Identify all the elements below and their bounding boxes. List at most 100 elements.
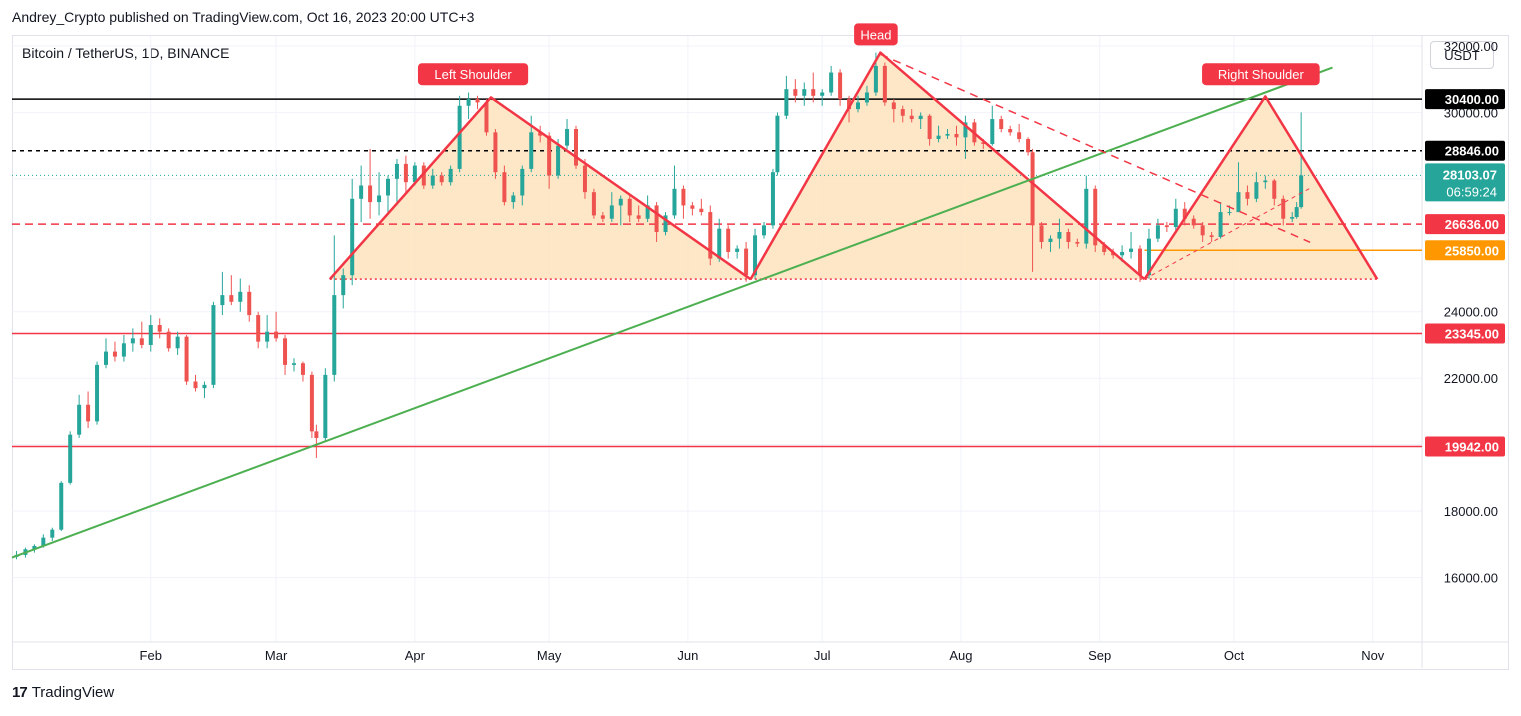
candle-body — [717, 228, 722, 259]
published-caption: Andrey_Crypto published on TradingView.c… — [12, 9, 475, 25]
time-tick-label: Jul — [814, 648, 831, 663]
price-level-tag-label: 25850.00 — [1445, 243, 1499, 258]
candle-body — [386, 178, 390, 196]
tradingview-logo-icon: 17 — [12, 684, 28, 701]
annotation-label: Left Shoulder — [434, 67, 512, 82]
candle-body — [323, 374, 328, 438]
candle-body — [1066, 232, 1071, 242]
candle-body — [954, 134, 959, 138]
candle-body — [520, 168, 525, 196]
time-axis: Feb Mar Apr May Jun Jul Aug Sep Oct Nov — [140, 648, 1385, 663]
candle-body — [350, 198, 355, 276]
candle-body — [627, 198, 632, 216]
time-tick-label: May — [537, 648, 562, 663]
candle-body — [1102, 245, 1107, 252]
candle-body — [394, 163, 399, 179]
candle-body — [663, 215, 668, 233]
tradingview-logo[interactable]: 17 TradingView — [12, 684, 114, 701]
candle-body — [582, 165, 587, 193]
price-tick-label: 24000.00 — [1444, 305, 1498, 320]
candle-body — [636, 215, 641, 219]
candle-body — [591, 192, 596, 216]
price-level-tag-label: 28846.00 — [1445, 144, 1499, 159]
price-level-tag-label: 23345.00 — [1445, 327, 1499, 342]
candle-body — [1182, 208, 1187, 219]
symbol-title: Bitcoin / TetherUS, 1D, BINANCE — [22, 45, 230, 61]
candle-body — [784, 89, 789, 116]
candle-body — [104, 351, 108, 365]
candle-body — [202, 384, 207, 389]
candle-body — [484, 102, 489, 133]
candle-body — [1209, 235, 1214, 237]
currency-button[interactable]: USDT — [1430, 41, 1494, 69]
candle-body — [1263, 180, 1268, 183]
candle-body — [314, 431, 319, 438]
candle-body — [847, 99, 852, 110]
candle-body — [412, 165, 417, 183]
candle-body — [1191, 218, 1196, 226]
candle-body — [909, 115, 914, 120]
candle-body — [864, 92, 869, 103]
candle-body — [403, 163, 408, 183]
candle-body — [1057, 232, 1062, 239]
candle-body — [511, 195, 516, 203]
candle-body — [1017, 132, 1022, 139]
candle-body — [1254, 182, 1259, 199]
annotation-label: Right Shoulder — [1218, 67, 1305, 82]
candle-body — [359, 185, 364, 199]
candle-body — [753, 235, 758, 276]
candle-body — [672, 188, 677, 216]
candle-body — [247, 291, 252, 316]
candle-body — [1026, 138, 1031, 153]
candle-body — [1294, 207, 1299, 218]
price-level-tag — [1425, 214, 1505, 235]
time-tick-label: Jun — [677, 648, 698, 663]
candle-body — [793, 89, 798, 96]
candle-body — [283, 338, 288, 365]
candle-body — [1272, 180, 1277, 199]
time-tick-label: Mar — [265, 648, 288, 663]
price-level-tag — [1425, 140, 1505, 161]
price-tick-label: 18000.00 — [1444, 504, 1498, 519]
time-tick-label: Apr — [405, 648, 426, 663]
candle-body — [645, 205, 650, 219]
candle-body — [1129, 248, 1134, 252]
candle-body — [609, 205, 614, 219]
price-level-tag-label: 26636.00 — [1445, 217, 1499, 232]
candle-body — [274, 331, 279, 339]
candle-countdown-label: 06:59:24 — [1446, 184, 1497, 199]
candle-body — [41, 537, 46, 546]
candle-body — [421, 165, 426, 186]
candle-body — [882, 65, 887, 103]
candle-body — [430, 175, 435, 186]
pattern-annotations: Left Shoulder Head Right Shoulder — [417, 23, 1320, 86]
candle-body — [927, 115, 932, 139]
candle-body — [654, 205, 659, 233]
candle-body — [166, 331, 171, 349]
candle-body — [744, 248, 749, 276]
price-level-tag — [1425, 240, 1505, 261]
candle-body — [1120, 251, 1125, 256]
candle-body — [300, 363, 305, 375]
time-tick-label: Feb — [140, 648, 162, 663]
candle-body — [820, 92, 825, 96]
candle-body — [1299, 175, 1304, 208]
candle-body — [775, 115, 780, 173]
candle-body — [95, 364, 100, 422]
candles — [14, 52, 1304, 560]
candle-body — [256, 315, 261, 342]
annotation-badge — [1202, 63, 1320, 86]
candle-body — [936, 135, 941, 139]
price-level-tag — [1425, 323, 1505, 344]
price-axis: 16000.0018000.0020000.0022000.0024000.00… — [1425, 39, 1505, 586]
candle-body — [1030, 152, 1035, 226]
time-tick-label: Sep — [1088, 648, 1111, 663]
candle-body — [1039, 225, 1044, 242]
candle-body — [184, 336, 189, 382]
candle-body — [1075, 241, 1080, 244]
candle-body — [139, 338, 144, 345]
pattern-triangle-outline — [328, 96, 752, 281]
candle-body — [618, 198, 623, 206]
candle-body — [341, 275, 346, 296]
